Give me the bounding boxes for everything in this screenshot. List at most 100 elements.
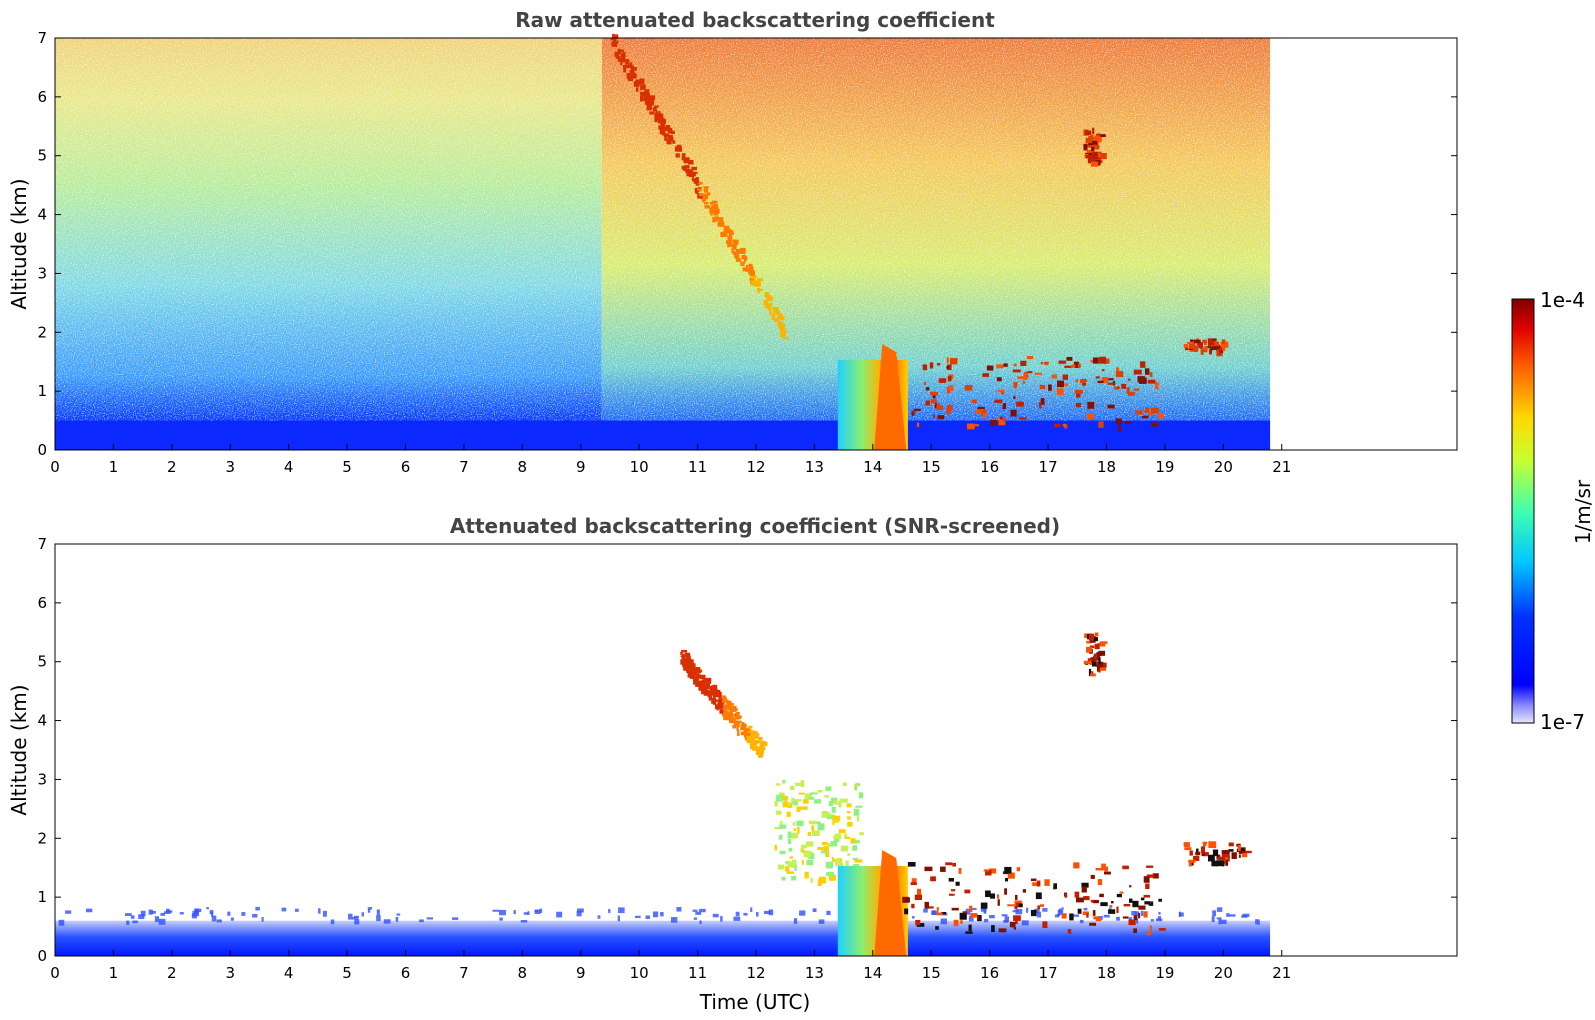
cloud-mark (1150, 407, 1159, 414)
cloud-mark (1071, 364, 1076, 368)
cloud-mark (916, 923, 925, 927)
cloud-mark (719, 702, 724, 709)
cloud-mark (1097, 380, 1104, 384)
cloud-mark (695, 681, 701, 686)
boundary-speckle (743, 912, 748, 916)
cloud-mark (1086, 913, 1089, 918)
cloud-mark (802, 848, 805, 854)
cloud-mark (640, 95, 644, 102)
cloud-mark (701, 681, 706, 687)
cloud-mark (811, 825, 815, 832)
cloud-mark (736, 726, 739, 731)
cloud-mark (1200, 348, 1204, 355)
cloud-mark (850, 838, 856, 844)
cloud-mark (1201, 852, 1205, 856)
y-axis-label: Altitude (km) (7, 684, 31, 815)
boundary-speckle (980, 906, 987, 912)
cloud-mark (946, 409, 951, 415)
cloud-mark (955, 881, 960, 886)
cloud-mark (968, 924, 972, 931)
panel-title: Attenuated backscattering coefficient (S… (450, 514, 1060, 538)
cloud-mark (1116, 386, 1120, 390)
cloud-mark (793, 799, 802, 802)
cloud-mark (693, 178, 697, 184)
cloud-mark (1117, 425, 1122, 432)
cloud-mark (959, 912, 967, 920)
cloud-mark (946, 364, 952, 371)
cloud-mark (930, 399, 937, 404)
cloud-mark (784, 866, 790, 872)
cloud-mark (676, 144, 682, 148)
y-tick-label: 3 (37, 770, 47, 788)
boundary-speckle (376, 915, 381, 922)
cloud-mark (810, 877, 813, 884)
cloud-mark (637, 81, 642, 86)
cloud-mark (670, 130, 675, 135)
cloud-mark (911, 411, 915, 416)
cloud-mark (705, 679, 709, 686)
cloud-mark (747, 736, 754, 742)
cloud-mark (838, 800, 842, 808)
boundary-speckle (252, 913, 258, 918)
cloud-mark (1215, 860, 1224, 867)
cloud-mark (1151, 422, 1159, 427)
cloud-mark (821, 841, 829, 846)
cloud-mark (1004, 878, 1009, 882)
cloud-mark (964, 889, 971, 894)
cloud-mark (1109, 905, 1113, 908)
cloud-mark (1200, 846, 1206, 854)
cloud-mark (774, 826, 782, 830)
cloud-mark (832, 815, 841, 822)
cloud-mark (680, 651, 683, 655)
cloud-mark (1007, 872, 1015, 879)
cloud-mark (711, 698, 717, 704)
cloud-mark (793, 801, 798, 806)
cloud-mark (1044, 361, 1049, 365)
cloud-mark (738, 715, 742, 718)
cloud-mark (845, 860, 849, 868)
cloud-mark (834, 800, 838, 804)
cloud-mark (1032, 882, 1038, 886)
boundary-speckle (499, 909, 506, 916)
cloud-mark (809, 792, 818, 795)
cloud-mark (1149, 925, 1152, 932)
cloud-mark (1148, 411, 1154, 417)
boundary-speckle (984, 918, 989, 923)
cloud-mark (681, 153, 686, 158)
boundary-speckle (376, 909, 380, 916)
cloud-mark (1098, 657, 1101, 665)
cloud-mark (1119, 891, 1124, 894)
cloud-mark (1013, 915, 1021, 921)
y-tick-label: 3 (37, 264, 47, 282)
cloud-mark (915, 919, 921, 926)
cloud-mark (741, 723, 746, 727)
cloud-mark (1037, 905, 1040, 910)
cloud-mark (752, 747, 757, 751)
boundary-speckle (126, 920, 130, 925)
cloud-mark (681, 656, 685, 660)
cloud-mark (1007, 904, 1015, 907)
cloud-mark (768, 303, 772, 306)
dense-cloud-core (874, 850, 907, 956)
cloud-mark (805, 841, 814, 847)
cloud-mark (707, 690, 712, 694)
cloud-mark (728, 229, 734, 235)
boundary-speckle (138, 914, 145, 920)
cloud-mark (757, 287, 761, 293)
cloud-mark (1241, 852, 1248, 858)
cloud-mark (826, 814, 835, 820)
cloud-mark (709, 207, 715, 213)
cloud-mark (940, 866, 946, 872)
cloud-mark (691, 177, 694, 182)
cloud-mark (1087, 157, 1096, 164)
x-tick-label: 6 (401, 964, 411, 982)
cloud-mark (712, 695, 716, 701)
cloud-mark (832, 818, 835, 826)
cloud-mark (1093, 653, 1097, 660)
cloud-mark (826, 871, 835, 877)
cloud-mark (1158, 928, 1166, 931)
cloud-mark (796, 820, 804, 827)
cloud-mark (704, 689, 710, 695)
cloud-mark (726, 225, 730, 230)
cloud-mark (787, 838, 792, 845)
